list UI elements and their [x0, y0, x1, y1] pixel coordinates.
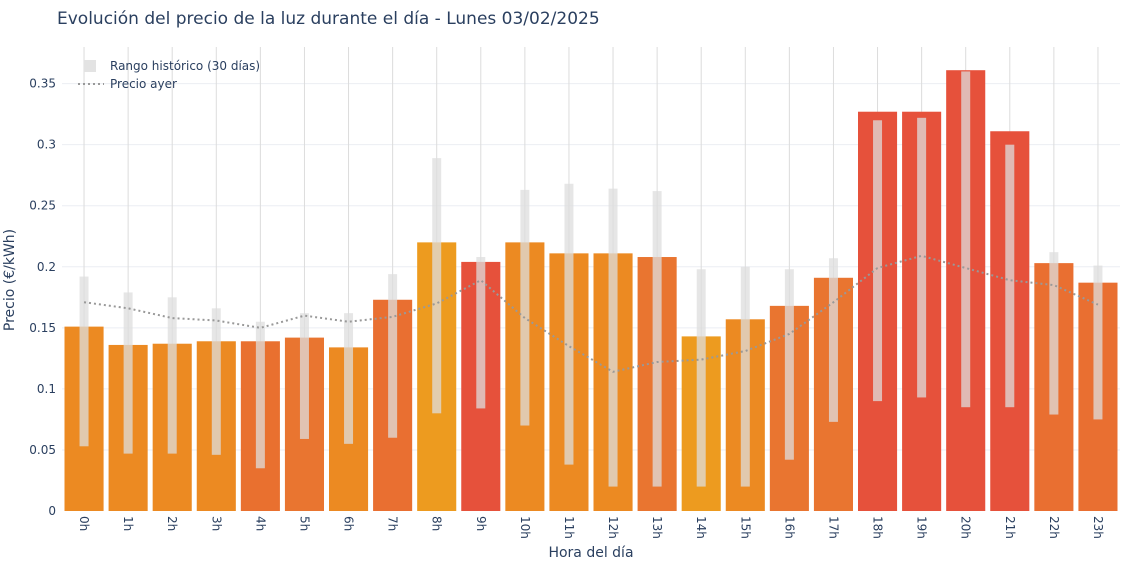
- y-tick-label: 0.3: [37, 138, 56, 152]
- historic-range-bar[interactable]: [255, 321, 265, 469]
- historic-range-bar[interactable]: [299, 313, 309, 439]
- y-tick-label: 0.15: [29, 321, 56, 335]
- y-tick-label: 0.25: [29, 199, 56, 213]
- legend-label-line: Precio ayer: [110, 77, 177, 91]
- legend-label-range: Rango histórico (30 días): [110, 59, 260, 73]
- historic-range-bar[interactable]: [652, 191, 662, 487]
- y-axis-ticks: 0 0.05 0.1 0.15 0.2 0.25 0.3 0.35: [29, 77, 56, 518]
- y-tick-label: 0: [48, 504, 56, 518]
- x-tick-label: 4h: [253, 516, 267, 531]
- historic-range-bar[interactable]: [388, 274, 398, 438]
- y-tick-label: 0.1: [37, 382, 56, 396]
- x-tick-label: 5h: [297, 516, 311, 531]
- historic-range-bar[interactable]: [873, 120, 883, 402]
- x-tick-label: 22h: [1047, 516, 1061, 539]
- x-tick-label: 21h: [1003, 516, 1017, 539]
- x-tick-label: 9h: [474, 516, 488, 531]
- historic-range-bar[interactable]: [476, 257, 486, 409]
- x-tick-label: 6h: [342, 516, 356, 531]
- y-tick-label: 0.05: [29, 443, 56, 457]
- x-tick-label: 15h: [738, 516, 752, 539]
- bar-layer: [64, 70, 1118, 512]
- x-tick-label: 19h: [915, 516, 929, 539]
- x-tick-label: 0h: [77, 516, 91, 531]
- line-layer: [83, 254, 1099, 373]
- historic-range-bar[interactable]: [564, 183, 574, 465]
- x-tick-label: 8h: [430, 516, 444, 531]
- x-tick-label: 20h: [959, 516, 973, 539]
- historic-range-bar[interactable]: [167, 297, 177, 454]
- grid-lines: [62, 83, 1120, 451]
- historic-range-bar[interactable]: [1093, 265, 1103, 420]
- x-axis-title: Hora del día: [548, 545, 633, 561]
- historic-range-bar[interactable]: [696, 269, 706, 487]
- historic-range-bar[interactable]: [1049, 252, 1059, 415]
- x-tick-label: 23h: [1091, 516, 1105, 539]
- historic-range-bar[interactable]: [79, 276, 89, 447]
- x-tick-label: 7h: [386, 516, 400, 531]
- historic-range-bar[interactable]: [608, 188, 618, 487]
- x-tick-label: 3h: [209, 516, 223, 531]
- historic-range-bar[interactable]: [211, 308, 221, 455]
- x-tick-label: 10h: [518, 516, 532, 539]
- historic-range-bar[interactable]: [917, 117, 927, 398]
- x-tick-label: 18h: [871, 516, 885, 539]
- x-tick-label: 17h: [826, 516, 840, 539]
- historic-range-bar[interactable]: [520, 189, 530, 426]
- historic-range-bar[interactable]: [740, 266, 750, 487]
- x-tick-label: 13h: [650, 516, 664, 539]
- historic-range-bar[interactable]: [344, 313, 354, 444]
- chart-title: Evolución del precio de la luz durante e…: [57, 9, 600, 29]
- x-tick-label: 2h: [165, 516, 179, 531]
- yesterday-price-line[interactable]: [83, 254, 1099, 373]
- x-tick-label: 16h: [782, 516, 796, 539]
- y-tick-label: 0.2: [37, 260, 56, 274]
- x-tick-label: 1h: [121, 516, 135, 531]
- y-axis-title: Precio (€/kWh): [2, 229, 18, 331]
- x-tick-label: 11h: [562, 516, 576, 539]
- historic-range-bar[interactable]: [828, 258, 838, 422]
- legend[interactable]: Rango histórico (30 días) Precio ayer: [78, 59, 260, 91]
- x-tick-label: 14h: [694, 516, 708, 539]
- legend-swatch-range: [84, 60, 96, 72]
- y-tick-label: 0.35: [29, 77, 56, 91]
- historic-range-bar[interactable]: [123, 292, 133, 454]
- historic-range-bar[interactable]: [961, 71, 971, 408]
- historic-range-bar[interactable]: [784, 269, 794, 460]
- historic-range-bar[interactable]: [1005, 144, 1015, 408]
- x-axis-ticks: 0h 1h 2h 3h 4h 5h 6h 7h 8h 9h 10h 11h 12h 13h 14h 15h 16…: [77, 516, 1105, 539]
- historic-range-bar[interactable]: [432, 158, 442, 414]
- x-tick-label: 12h: [606, 516, 620, 539]
- range-layer: [83, 47, 1099, 511]
